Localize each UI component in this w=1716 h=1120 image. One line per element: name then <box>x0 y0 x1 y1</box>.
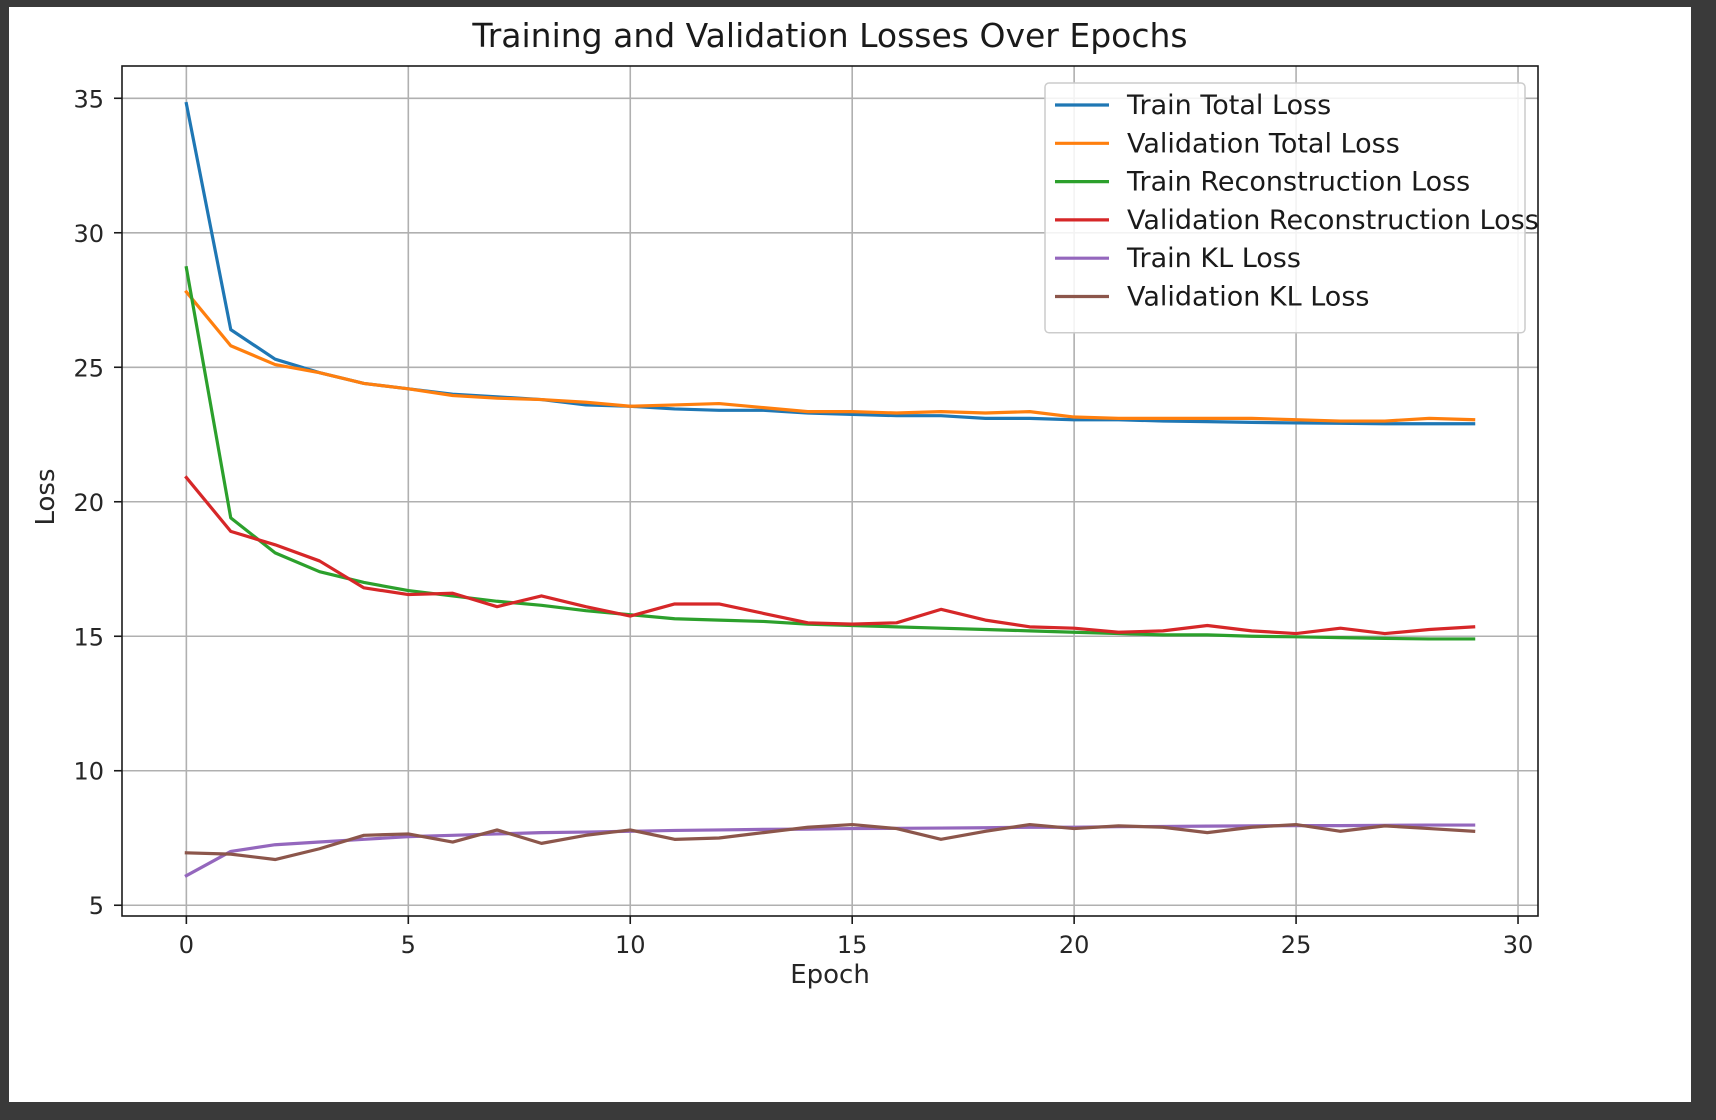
axis-ticks: 0 5 10 15 20 25 30 5 10 15 20 25 30 35 <box>73 85 1533 959</box>
chart-title: Training and Validation Losses Over Epoc… <box>471 16 1187 55</box>
legend-label: Train Reconstruction Loss <box>1126 167 1470 198</box>
y-tick-label: 20 <box>73 489 104 517</box>
x-tick-label: 25 <box>1281 931 1312 959</box>
series-line-validation-total-loss <box>184 289 1476 423</box>
series-line-train-kl-loss <box>184 823 1476 878</box>
y-tick-label: 35 <box>73 85 104 113</box>
legend-label: Train KL Loss <box>1126 243 1301 274</box>
line-chart: 0 5 10 15 20 25 30 5 10 15 20 25 30 35 Training and V… <box>31 16 1539 990</box>
x-tick-label: 10 <box>615 931 646 959</box>
y-tick-label: 10 <box>73 758 104 786</box>
legend-label: Train Total Loss <box>1126 90 1331 121</box>
y-tick-label: 5 <box>89 892 104 920</box>
legend-label: Validation Total Loss <box>1127 128 1400 159</box>
y-tick-label: 30 <box>73 220 104 248</box>
chart-frame: 0 5 10 15 20 25 30 5 10 15 20 25 30 35 Training and V… <box>9 7 1691 1102</box>
x-tick-label: 0 <box>179 931 194 959</box>
y-tick-label: 15 <box>73 623 104 651</box>
y-tick-label: 25 <box>73 354 104 382</box>
plot-area-border <box>121 65 1539 917</box>
series-line-validation-reconstruction-loss <box>184 475 1476 636</box>
x-tick-label: 15 <box>837 931 868 959</box>
x-tick-label: 5 <box>401 931 416 959</box>
series-line-validation-kl-loss <box>184 822 1476 862</box>
legend-label: Validation KL Loss <box>1127 282 1369 313</box>
legend-label: Validation Reconstruction Loss <box>1127 205 1539 236</box>
y-axis-label: Loss <box>31 468 61 525</box>
x-tick-label: 20 <box>1059 931 1090 959</box>
legend-box <box>1044 82 1526 334</box>
x-tick-label: 30 <box>1503 931 1534 959</box>
legend: Train Total Loss Validation Total Loss Tra… <box>1044 82 1539 334</box>
series-lines <box>184 101 1476 878</box>
x-axis-label: Epoch <box>790 960 870 990</box>
